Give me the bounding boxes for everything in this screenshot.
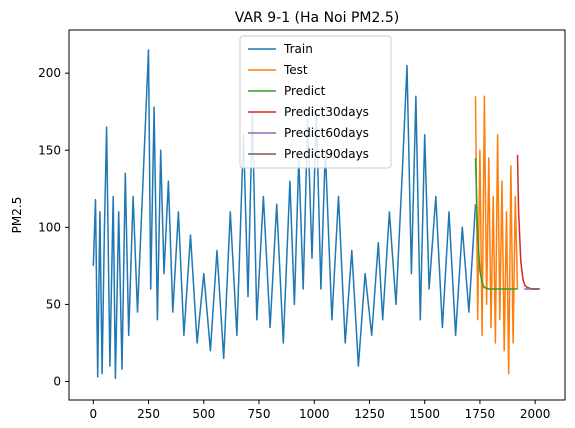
series-line-train [92,49,477,380]
chart-title: VAR 9-1 (Ha Noi PM2.5) [235,10,399,26]
x-tick-label: 1250 [354,407,385,421]
x-tick-label: 500 [192,407,215,421]
series-line-test [474,95,519,375]
plot-frame [68,29,566,401]
series-line-predict30days [516,154,540,290]
legend-box [239,35,392,169]
x-tick-label: 1500 [409,407,440,421]
series-layer [92,49,540,380]
x-tick-label: 750 [248,407,271,421]
legend-label-test: Test [283,63,308,77]
legend: Train Test Predict Predict30days Predict60da… [239,35,392,169]
legend-label-predict30days: Predict30days [284,105,369,119]
y-tick-label: 50 [46,297,61,311]
y-axis: 0 50 100 150 200 [38,66,69,389]
x-tick-label: 1000 [299,407,330,421]
x-tick-label: 0 [89,407,97,421]
series-line-predict [474,157,518,290]
legend-label-train: Train [283,42,313,56]
y-tick-label: 200 [38,66,61,80]
legend-label-predict90days: Predict90days [284,147,369,161]
legend-label-predict: Predict [284,84,326,98]
y-tick-label: 0 [53,375,61,389]
x-axis: 0 250 500 750 1000 1250 1500 1750 2000 [89,400,550,421]
x-tick-label: 2000 [520,407,551,421]
y-tick-label: 150 [38,143,61,157]
legend-label-predict60days: Predict60days [284,126,369,140]
y-tick-label: 100 [38,220,61,234]
y-axis-label: PM2.5 [10,197,24,234]
x-tick-label: 250 [137,407,160,421]
x-tick-label: 1750 [465,407,496,421]
